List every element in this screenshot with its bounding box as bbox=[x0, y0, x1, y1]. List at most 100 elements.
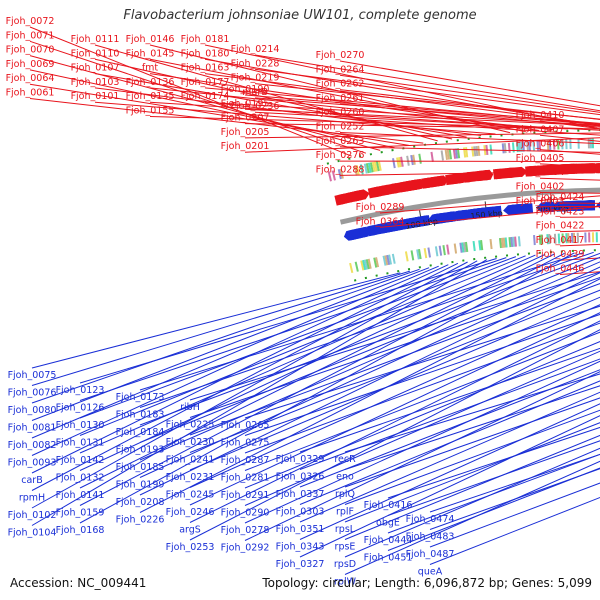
bottom-leader-line bbox=[299, 403, 600, 540]
bottom-leader-line bbox=[299, 369, 600, 488]
bottom-leader-line bbox=[79, 252, 575, 524]
bottom-gene-label: Fjoh_0230 bbox=[166, 437, 215, 448]
feature-mark bbox=[453, 243, 458, 254]
bottom-leader-line bbox=[429, 453, 600, 513]
feature-mark bbox=[367, 162, 372, 173]
bottom-leader-line bbox=[244, 360, 600, 524]
bottom-leader-line bbox=[189, 320, 600, 523]
map-title: Flavobacterium johnsoniae UW101, complet… bbox=[123, 8, 477, 23]
top-gene-label: Fjoh_0181 bbox=[181, 34, 230, 45]
feature-mark bbox=[536, 140, 540, 151]
top-leader-line bbox=[29, 26, 352, 157]
top-gene-label: Fjoh_0403 bbox=[516, 196, 565, 207]
bottom-leader-line bbox=[31, 261, 468, 491]
bottom-leader-line bbox=[79, 258, 497, 384]
top-leader-line bbox=[339, 160, 600, 163]
bottom-leader-line bbox=[387, 440, 600, 516]
bottom-leader-line bbox=[189, 296, 600, 471]
forward-gene bbox=[439, 175, 448, 186]
feature-mark bbox=[382, 255, 387, 266]
feature-mark bbox=[480, 240, 484, 251]
feature-mark bbox=[526, 141, 529, 152]
feature-mark bbox=[354, 261, 359, 272]
top-leader-line bbox=[29, 40, 367, 154]
bottom-gene-label: Fjoh_0292 bbox=[221, 543, 270, 554]
top-gene-label: Fjoh_0406 bbox=[516, 139, 565, 150]
top-gene-label: Fjoh_0107 bbox=[71, 63, 120, 74]
bottom-gene-label: Fjoh_0225 bbox=[166, 420, 215, 431]
bottom-gene-label: eno bbox=[336, 472, 354, 483]
bottom-gene-label: Fjoh_0076 bbox=[8, 388, 57, 399]
top-gene-label: Fjoh_0289 bbox=[356, 202, 405, 213]
top-gene-label: Fjoh_0407 bbox=[516, 124, 565, 135]
feature-mark bbox=[522, 141, 525, 152]
bottom-gene-label: Fjoh_0326 bbox=[276, 472, 325, 483]
top-gene-label: Fjoh_0417 bbox=[536, 235, 585, 246]
scale-tick-label: 200 kbp bbox=[535, 204, 568, 215]
feature-mark bbox=[452, 148, 457, 159]
label-leader-lines bbox=[29, 26, 600, 575]
feature-mark bbox=[434, 246, 439, 257]
bottom-gene-label: Fjoh_0290 bbox=[221, 508, 270, 519]
top-leader-line bbox=[29, 55, 381, 151]
bottom-leader-line bbox=[429, 482, 600, 548]
feature-mark bbox=[359, 164, 364, 175]
bottom-leader-line bbox=[79, 257, 507, 401]
feature-mark bbox=[489, 238, 493, 250]
feature-mark bbox=[349, 262, 354, 274]
feature-mark bbox=[456, 148, 461, 159]
feature-mark bbox=[392, 158, 396, 169]
bottom-leader-line bbox=[79, 256, 517, 419]
top-gene-label: Fjoh_0423 bbox=[536, 206, 585, 217]
top-gene-label: Fjoh_0177 bbox=[181, 77, 230, 88]
reverse-gene bbox=[520, 203, 534, 214]
top-gene-label: Fjoh_0205 bbox=[221, 127, 270, 138]
bottom-gene-label: Fjoh_0130 bbox=[56, 420, 105, 431]
feature-mark bbox=[501, 143, 505, 154]
bottom-leader-line bbox=[139, 251, 594, 408]
feature-mark bbox=[400, 156, 404, 167]
feature-mark bbox=[514, 236, 517, 247]
top-gene-label: Fjoh_0180 bbox=[181, 48, 230, 59]
bottom-gene-label: Fjoh_0123 bbox=[56, 385, 105, 396]
bottom-gene-label: Fjoh_0080 bbox=[8, 405, 57, 416]
bottom-gene-label: Fjoh_0265 bbox=[221, 420, 270, 431]
bottom-gene-label: Fjoh_0245 bbox=[166, 490, 215, 501]
bottom-gene-label: Fjoh_0444 bbox=[364, 535, 413, 546]
bottom-gene-label: Fjoh_0278 bbox=[221, 525, 270, 536]
gene-labels: Fjoh_0072 Fjoh_0071 Fjoh_0070 Fjoh_0069 Fjoh… bbox=[6, 16, 585, 588]
top-gene-label: Fjoh_0236 bbox=[231, 101, 280, 112]
bottom-gene-label: Fjoh_0231 bbox=[166, 472, 215, 483]
feature-mark bbox=[557, 233, 561, 244]
bottom-gene-label: Fjoh_0281 bbox=[221, 473, 270, 484]
bottom-gene-label: rpsD bbox=[334, 559, 356, 570]
top-gene-label: Fjoh_0195 bbox=[221, 98, 270, 109]
bottom-gene-label: Fjoh_0416 bbox=[364, 500, 413, 511]
bottom-leader-line bbox=[31, 270, 411, 386]
top-leader-line bbox=[254, 54, 600, 112]
top-leader-line bbox=[254, 68, 600, 116]
bottom-gene-label: Fjoh_0126 bbox=[56, 403, 105, 414]
bottom-leader-line bbox=[189, 283, 600, 436]
bottom-gene-label: Fjoh_0487 bbox=[406, 549, 455, 560]
top-gene-label: Fjoh_0069 bbox=[6, 59, 55, 70]
top-gene-label: Fjoh_0262 bbox=[316, 79, 365, 90]
bottom-gene-label: queA bbox=[418, 567, 443, 578]
feature-mark bbox=[546, 234, 549, 245]
top-gene-label: Fjoh_0402 bbox=[516, 182, 565, 193]
feature-mark bbox=[339, 168, 344, 179]
bottom-leader-line bbox=[344, 397, 600, 488]
bottom-gene-label: Fjoh_0141 bbox=[56, 490, 105, 501]
bottom-gene-label: Fjoh_0131 bbox=[56, 438, 105, 449]
feature-mark bbox=[538, 140, 542, 151]
top-leader-line bbox=[204, 101, 600, 126]
bottom-leader-line bbox=[189, 289, 600, 453]
feature-mark bbox=[384, 255, 389, 266]
bottom-gene-label: Fjoh_0093 bbox=[8, 458, 57, 469]
bottom-gene-label: Fjoh_0226 bbox=[116, 515, 165, 526]
top-gene-label: Fjoh_0439 bbox=[536, 249, 585, 260]
top-gene-label: Fjoh_0288 bbox=[316, 164, 365, 175]
bottom-leader-line bbox=[189, 276, 600, 418]
top-gene-label: Fjoh_0260 bbox=[316, 107, 365, 118]
feature-mark bbox=[442, 245, 446, 256]
